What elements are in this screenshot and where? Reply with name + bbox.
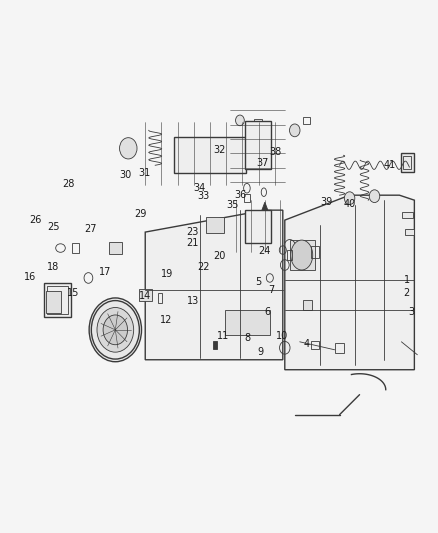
Text: 22: 22	[198, 262, 210, 271]
Polygon shape	[145, 210, 283, 360]
Text: 38: 38	[270, 147, 282, 157]
Bar	[109, 242, 122, 254]
Bar	[303, 117, 310, 124]
Bar	[311, 246, 318, 258]
Text: 27: 27	[84, 224, 96, 235]
Bar	[71, 243, 79, 253]
Text: 40: 40	[344, 199, 356, 209]
Text: 28: 28	[62, 179, 74, 189]
Bar	[403, 156, 411, 169]
Bar	[405, 229, 414, 235]
Bar	[401, 153, 413, 172]
Text: 1: 1	[404, 275, 410, 285]
Bar	[402, 212, 413, 219]
Text: 19: 19	[160, 270, 173, 279]
Bar	[244, 195, 250, 202]
Text: 14: 14	[139, 290, 151, 301]
Text: 11: 11	[217, 330, 230, 341]
Bar	[311, 341, 318, 349]
Circle shape	[290, 124, 300, 137]
Bar	[47, 286, 68, 314]
Bar	[206, 217, 224, 233]
Polygon shape	[225, 310, 270, 335]
Text: 2: 2	[404, 288, 410, 298]
Text: 39: 39	[320, 197, 332, 207]
Text: 31: 31	[139, 168, 151, 179]
Text: 37: 37	[257, 158, 269, 168]
Text: 16: 16	[24, 272, 36, 282]
Polygon shape	[285, 195, 414, 370]
Text: 12: 12	[160, 314, 173, 325]
Circle shape	[103, 315, 127, 345]
Text: 6: 6	[264, 306, 270, 317]
Bar	[213, 341, 217, 349]
Text: 18: 18	[47, 262, 59, 271]
Circle shape	[89, 298, 141, 362]
Text: 41: 41	[383, 160, 396, 171]
Text: 29: 29	[134, 209, 147, 220]
Circle shape	[344, 192, 355, 205]
Bar	[245, 122, 271, 169]
Circle shape	[97, 308, 134, 352]
Text: 36: 36	[235, 190, 247, 200]
Text: 9: 9	[258, 346, 264, 357]
Text: 8: 8	[244, 333, 251, 343]
Text: 4: 4	[303, 338, 309, 349]
Text: 5: 5	[255, 278, 261, 287]
Bar	[335, 343, 344, 352]
Text: 30: 30	[119, 170, 131, 180]
Text: 32: 32	[213, 144, 225, 155]
Bar	[304, 300, 312, 310]
Bar	[254, 215, 265, 229]
Text: 24: 24	[259, 246, 271, 255]
Polygon shape	[262, 202, 268, 210]
Bar	[44, 282, 71, 317]
Text: 35: 35	[226, 200, 238, 211]
Bar	[245, 209, 271, 243]
Text: 26: 26	[29, 215, 42, 225]
Bar	[158, 293, 162, 303]
Bar	[139, 289, 152, 301]
Text: 20: 20	[213, 251, 225, 261]
Text: 3: 3	[408, 306, 414, 317]
Circle shape	[236, 115, 244, 126]
Bar	[287, 251, 293, 260]
Polygon shape	[290, 240, 314, 270]
Text: 17: 17	[99, 267, 112, 277]
Text: 7: 7	[268, 286, 275, 295]
Text: 10: 10	[276, 330, 289, 341]
Text: 34: 34	[193, 183, 205, 193]
Ellipse shape	[291, 240, 313, 270]
Text: 23: 23	[187, 227, 199, 237]
Circle shape	[120, 138, 137, 159]
Text: 13: 13	[187, 296, 199, 306]
Circle shape	[369, 190, 380, 203]
Text: 33: 33	[198, 191, 210, 201]
Text: 15: 15	[67, 288, 79, 298]
Text: 21: 21	[187, 238, 199, 247]
Bar	[254, 119, 262, 126]
Bar	[174, 137, 246, 173]
Text: 25: 25	[47, 222, 59, 232]
Bar	[46, 290, 61, 313]
